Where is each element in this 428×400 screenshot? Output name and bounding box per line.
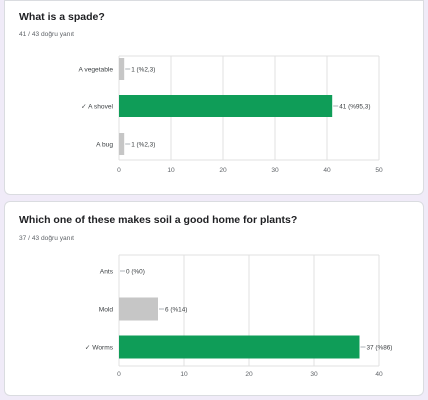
category-label: ✓ Worms [85,344,114,351]
data-label: 1 (%2,3) [131,141,155,148]
x-tick-label: 30 [271,167,279,174]
x-tick-label: 30 [310,371,318,378]
category-label: A vegetable [79,66,114,73]
bar [119,133,125,155]
category-label: A bug [96,141,113,148]
bar [119,95,333,117]
correct-answers-count: 41 / 43 doğru yanıt [19,31,74,38]
data-label: 41 (%95,3) [339,103,370,110]
x-tick-label: 50 [375,167,383,174]
bar [119,297,158,321]
category-label: Ants [100,268,114,275]
category-label: Mold [99,306,114,313]
x-tick-label: 0 [117,167,121,174]
question-title: Which one of these makes soil a good hom… [19,214,298,226]
bar-chart-spade: 0 10 20 30 40 50 A vegetable 1 (%2,3) ✓ A shovel… [79,55,383,174]
bar [119,335,360,359]
x-tick-label: 40 [323,167,331,174]
x-tick-label: 10 [167,167,175,174]
data-label: 6 (%14) [165,306,187,313]
data-label: 1 (%2,3) [131,66,155,73]
x-tick-label: 10 [180,371,188,378]
x-tick-label: 20 [219,167,227,174]
question-title: What is a spade? [19,11,105,23]
data-label: 0 (%0) [126,268,145,275]
question-card-soil: Which one of these makes soil a good hom… [4,201,424,396]
correct-answers-count: 37 / 43 doğru yanıt [19,235,74,242]
x-tick-label: 40 [375,371,383,378]
category-label: ✓ A shovel [81,103,113,110]
data-label: 37 (%86) [367,344,393,351]
x-tick-label: 20 [245,371,253,378]
bar [119,58,125,80]
x-tick-label: 0 [117,371,121,378]
